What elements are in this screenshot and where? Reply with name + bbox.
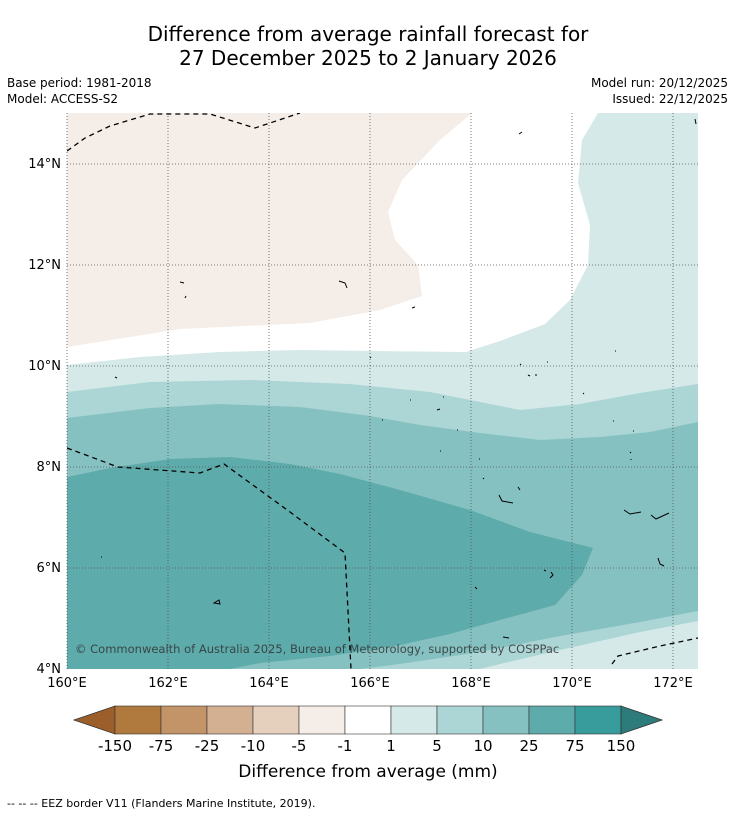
lat-label-8n: 8°N — [37, 460, 62, 475]
colorbar-segment — [436, 705, 484, 735]
colorbar-tick-label: -150 — [97, 737, 133, 755]
colorbar-title: Difference from average (mm) — [238, 762, 498, 782]
title-line-2: 27 December 2025 to 2 January 2026 — [179, 46, 557, 70]
lat-label-14n: 14°N — [28, 157, 61, 172]
colorbar-segment — [252, 705, 300, 735]
lon-label-160e: 160°E — [47, 676, 87, 691]
colorbar-tick-label: 1 — [386, 737, 396, 755]
meta-left: Base period: 1981-2018 Model: ACCESS-S2 — [7, 75, 152, 107]
lon-label-168e: 168°E — [451, 676, 491, 691]
base-period: Base period: 1981-2018 — [7, 76, 152, 90]
colorbar-tick-label: 75 — [565, 737, 585, 755]
colorbar-tick-label: -5 — [291, 737, 307, 755]
colorbar-tick-label: 10 — [473, 737, 493, 755]
model-run: Model run: 20/12/2025 — [590, 76, 728, 90]
issued-date: Issued: 22/12/2025 — [612, 92, 728, 106]
contour-wet-25-75 — [67, 457, 593, 669]
colorbar-segment — [574, 705, 622, 735]
lon-label-162e: 162°E — [148, 676, 188, 691]
colorbar-tick-label: -75 — [148, 737, 174, 755]
islands — [101, 118, 697, 639]
colorbar-segment — [344, 705, 392, 735]
colorbar-segment — [114, 705, 162, 735]
gridlines — [66, 113, 698, 669]
colorbar — [72, 705, 664, 735]
model-name: Model: ACCESS-S2 — [7, 92, 119, 106]
lon-label-172e: 172°E — [653, 676, 693, 691]
colorbar-extend-low — [72, 705, 116, 735]
lon-label-170e: 170°E — [552, 676, 592, 691]
lat-label-10n: 10°N — [28, 359, 61, 374]
colorbar-tick-label: 5 — [432, 737, 442, 755]
colorbar-segment — [528, 705, 576, 735]
colorbar-tick-label: 150 — [606, 737, 636, 755]
copyright-notice: © Commonwealth of Australia 2025, Bureau… — [75, 642, 559, 656]
colorbar-tick-label: -10 — [240, 737, 266, 755]
lon-labels: 160°E 162°E 164°E 166°E 168°E 170°E 172°… — [47, 676, 693, 691]
colorbar-tick-label: 25 — [519, 737, 539, 755]
colorbar-segment — [298, 705, 346, 735]
lat-label-12n: 12°N — [28, 258, 61, 273]
colorbar-tick-label: -1 — [337, 737, 353, 755]
colorbar-extend-high — [620, 705, 664, 735]
lon-label-166e: 166°E — [350, 676, 390, 691]
lon-label-164e: 164°E — [249, 676, 289, 691]
colorbar-tick-label: -25 — [194, 737, 220, 755]
rainfall-contours — [67, 113, 698, 669]
lat-label-6n: 6°N — [37, 561, 62, 576]
colorbar-segment — [206, 705, 254, 735]
colorbar-segment — [482, 705, 530, 735]
lat-labels: 14°N 12°N 10°N 8°N 6°N 4°N — [28, 157, 61, 677]
eez-borders — [67, 113, 698, 669]
map-title: Difference from average rainfall forecas… — [0, 22, 736, 70]
eez-legend-note: -- -- -- EEZ border V11 (Flanders Marine… — [7, 797, 316, 810]
title-line-1: Difference from average rainfall forecas… — [147, 22, 589, 46]
colorbar-segment — [390, 705, 438, 735]
colorbar-segment — [160, 705, 208, 735]
meta-right: Model run: 20/12/2025 Issued: 22/12/2025 — [591, 75, 728, 107]
contour-dry-northwest — [67, 113, 472, 347]
lat-label-4n: 4°N — [37, 662, 62, 677]
